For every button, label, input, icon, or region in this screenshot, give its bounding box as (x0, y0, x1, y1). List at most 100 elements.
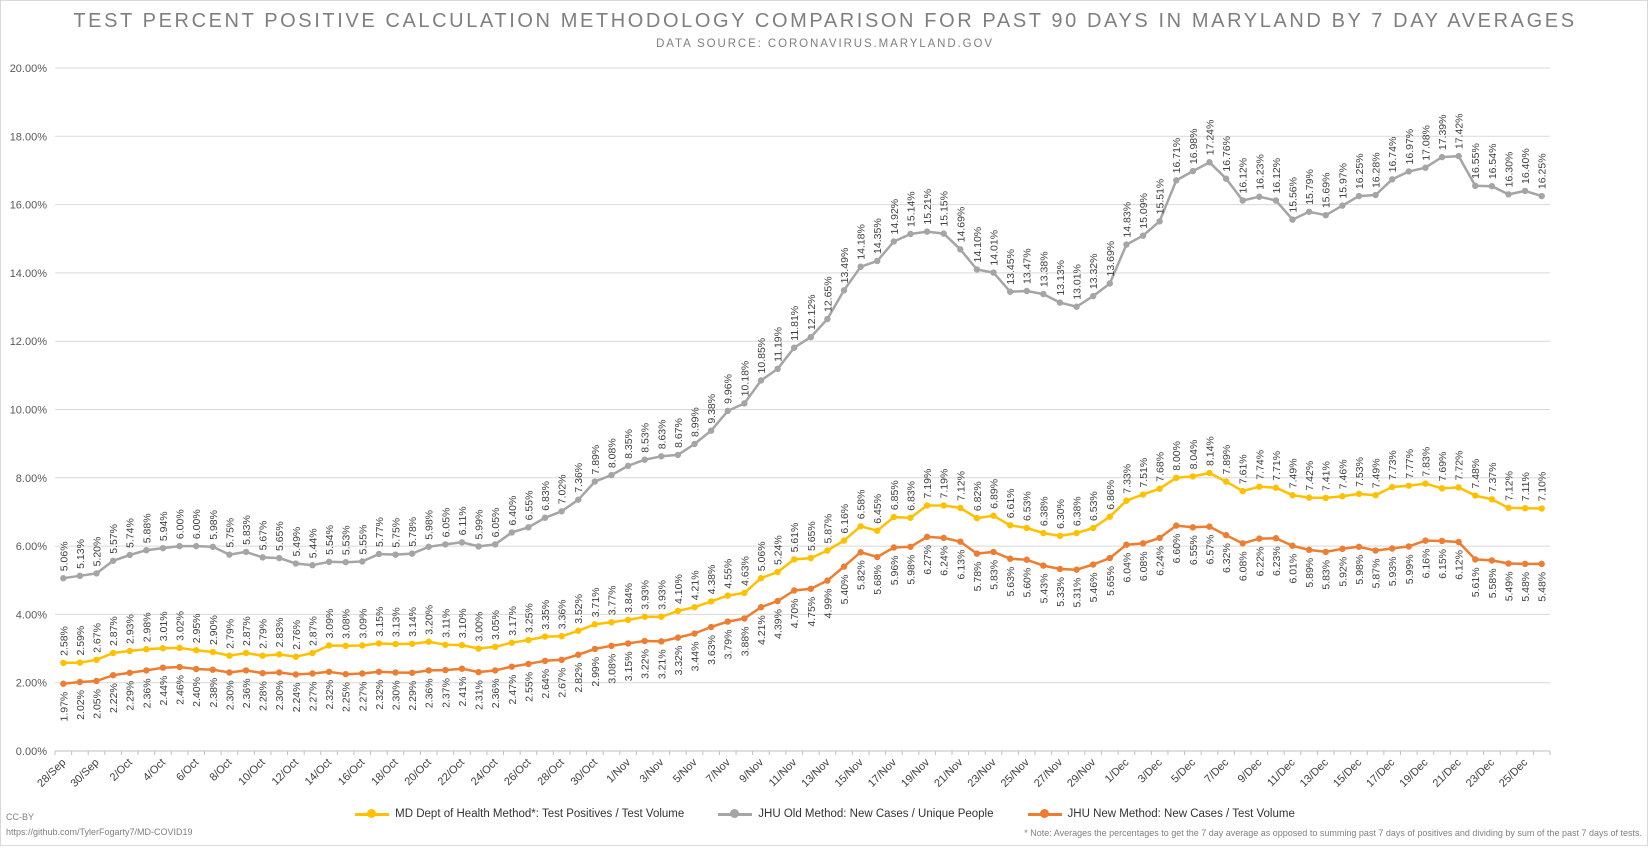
data-point (1139, 232, 1147, 239)
data-point (624, 616, 632, 624)
data-label: 6.32% (1221, 543, 1233, 573)
data-point (93, 570, 100, 577)
series-lines (60, 152, 1545, 687)
data-label: 2.30% (274, 680, 286, 710)
data-point (325, 642, 333, 649)
data-point (674, 607, 682, 615)
data-label: 16.25% (1354, 153, 1366, 189)
data-point (126, 647, 133, 655)
data-point (1505, 504, 1512, 512)
data-point (1123, 241, 1130, 248)
data-point (1189, 473, 1197, 480)
data-point (1256, 193, 1263, 200)
data-label: 16.28% (1371, 152, 1383, 188)
y-tick-label: 8.00% (16, 473, 47, 485)
data-label: 2.79% (258, 619, 270, 649)
data-label: 7.19% (939, 469, 951, 499)
data-label: 14.92% (889, 199, 901, 235)
data-point (1405, 168, 1413, 175)
data-point (176, 663, 183, 671)
data-label: 6.30% (1055, 499, 1067, 529)
data-point (1521, 504, 1529, 512)
data-point (1289, 542, 1296, 549)
data-label: 5.63% (1005, 567, 1017, 597)
data-label: 5.87% (1371, 559, 1383, 589)
data-label: 6.05% (490, 508, 502, 538)
data-point (541, 657, 549, 665)
repo-link[interactable]: https://github.com/TylerFogarty7/MD-COVI… (6, 827, 193, 837)
data-label: 7.12% (1503, 471, 1515, 501)
data-label: 5.57% (108, 524, 120, 554)
data-point (159, 544, 167, 552)
data-label: 5.88% (141, 513, 153, 543)
data-label: 14.10% (972, 227, 984, 263)
data-label: 2.87% (307, 616, 319, 646)
legend-swatch-jhu-new (1027, 808, 1062, 820)
data-label: 2.36% (141, 678, 153, 708)
data-point (1073, 303, 1080, 310)
x-tick-label: 5/Dec (1169, 756, 1198, 785)
data-point (790, 587, 798, 594)
data-label: 13.69% (1105, 241, 1117, 277)
x-tick-label: 9/Nov (737, 756, 766, 785)
data-label: 10.18% (739, 361, 751, 397)
footnote: * Note: Averages the percentages to get … (1024, 828, 1642, 838)
data-label: 3.63% (706, 635, 718, 665)
data-label: 2.41% (457, 677, 469, 707)
data-label: 5.53% (341, 525, 353, 555)
data-label: 3.93% (656, 580, 668, 610)
data-point (209, 543, 217, 550)
data-point (192, 647, 200, 654)
data-point (1289, 492, 1296, 499)
legend-label-jhu-old: JHU Old Method: New Cases / Unique Peopl… (758, 808, 994, 820)
data-point (1239, 487, 1246, 495)
data-label: 2.93% (125, 614, 137, 644)
data-point (176, 542, 183, 550)
data-point (575, 651, 582, 658)
data-label: 2.55% (523, 672, 535, 702)
data-point (1089, 561, 1097, 568)
data-point (109, 671, 117, 679)
data-label: 3.20% (424, 605, 436, 635)
data-label: 6.23% (1271, 546, 1283, 576)
data-point (1123, 541, 1130, 548)
data-label: 16.23% (1254, 154, 1266, 190)
data-label: 6.00% (175, 509, 187, 539)
data-label: 6.58% (856, 490, 868, 520)
data-label: 6.27% (922, 545, 934, 575)
data-label: 2.25% (341, 682, 353, 712)
data-label: 2.87% (108, 616, 120, 646)
data-point (1372, 191, 1379, 199)
chart-subtitle: DATA SOURCE: CORONAVIRUS.MARYLAND.GOV (656, 38, 994, 50)
data-label: 5.49% (1503, 572, 1515, 602)
data-label: 5.44% (307, 528, 319, 558)
data-label: 7.89% (1221, 445, 1233, 475)
data-label: 2.28% (258, 681, 270, 711)
data-label: 5.06% (756, 541, 768, 571)
data-label: 13.32% (1088, 253, 1100, 289)
data-point (658, 613, 665, 620)
data-point (707, 623, 715, 631)
x-tick-label: 13/Dec (1298, 756, 1331, 789)
data-label: 6.53% (1022, 491, 1034, 521)
data-point (1388, 176, 1396, 183)
data-point (525, 524, 532, 531)
data-label: 3.44% (690, 642, 702, 672)
data-point (392, 640, 399, 648)
data-label: 2.30% (391, 680, 403, 710)
data-label: 4.70% (789, 598, 801, 628)
x-tick-label: 1/Nov (604, 756, 633, 785)
data-label: 14.83% (1121, 202, 1133, 238)
data-label: 13.49% (839, 248, 851, 284)
data-point (392, 551, 399, 558)
x-tick-label: 19/Nov (899, 756, 932, 789)
data-point (375, 640, 383, 647)
data-label: 3.35% (540, 600, 552, 630)
data-point (176, 644, 183, 652)
data-point (1339, 545, 1346, 553)
x-tick-label: 30/Sep (69, 757, 102, 790)
data-label: 6.08% (1138, 551, 1150, 581)
data-label: 7.51% (1138, 458, 1150, 488)
data-label: 6.00% (191, 509, 203, 539)
